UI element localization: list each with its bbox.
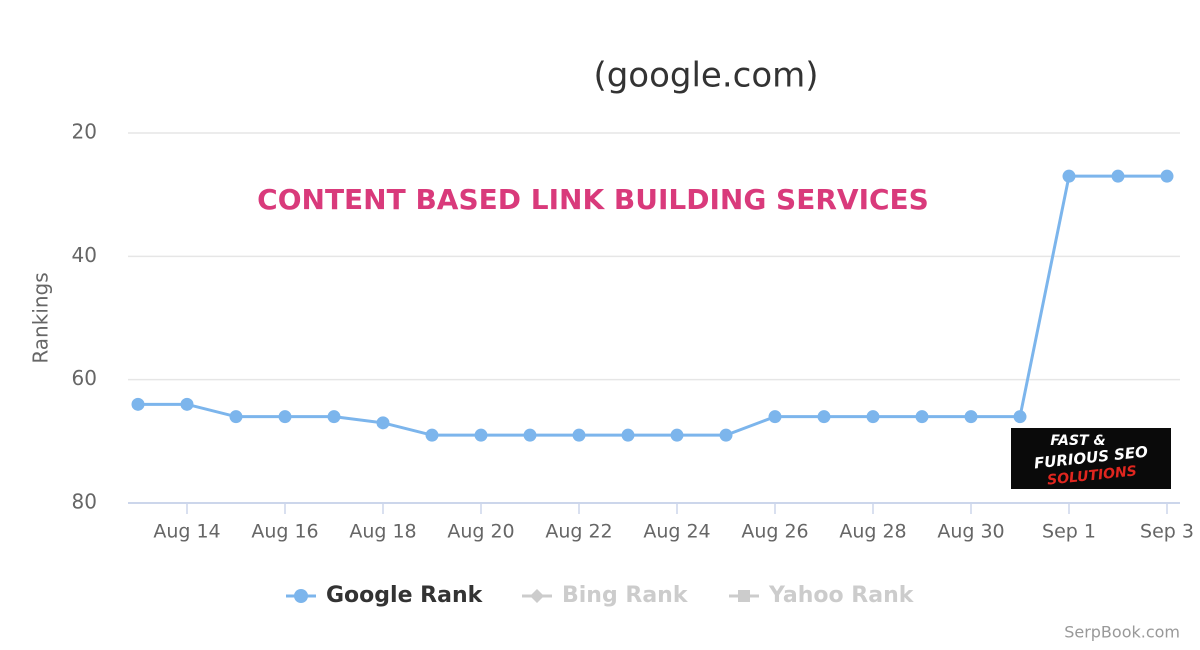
data-point bbox=[964, 410, 978, 424]
data-point bbox=[817, 410, 831, 424]
x-tick-label: Aug 22 bbox=[545, 521, 612, 543]
data-point bbox=[866, 410, 880, 424]
data-point bbox=[572, 428, 586, 442]
data-point bbox=[768, 410, 782, 424]
data-point bbox=[670, 428, 684, 442]
y-tick-label: 40 bbox=[72, 243, 97, 267]
series-line bbox=[138, 174, 1167, 437]
logo-text: FAST & bbox=[1050, 433, 1105, 449]
legend-label[interactable]: Bing Rank bbox=[562, 583, 689, 608]
y-axis-label: Rankings bbox=[29, 272, 53, 363]
data-point bbox=[1013, 410, 1027, 424]
legend-label[interactable]: Yahoo Rank bbox=[768, 583, 915, 608]
legend-label[interactable]: Google Rank bbox=[326, 583, 484, 608]
data-point bbox=[131, 397, 145, 411]
data-point bbox=[719, 428, 733, 442]
data-point bbox=[1160, 169, 1174, 183]
data-point bbox=[1062, 169, 1076, 183]
x-tick-label: Aug 18 bbox=[349, 521, 416, 543]
legend-marker bbox=[738, 590, 750, 602]
logo-bg bbox=[1011, 428, 1171, 489]
x-tick-label: Aug 24 bbox=[643, 521, 710, 543]
y-tick-label: 60 bbox=[72, 366, 97, 390]
annotation: CONTENT BASED LINK BUILDING SERVICES bbox=[257, 183, 929, 216]
x-tick-label: Sep 1 bbox=[1042, 521, 1096, 543]
data-point bbox=[1111, 169, 1125, 183]
x-tick-label: Aug 30 bbox=[937, 521, 1004, 543]
logo: FAST & FURIOUS SEO SOLUTIONS bbox=[1011, 428, 1171, 489]
data-point bbox=[915, 410, 929, 424]
credit: SerpBook.com bbox=[1064, 623, 1180, 642]
legend-marker bbox=[530, 589, 544, 603]
x-tick-label: Sep 3 bbox=[1140, 521, 1194, 543]
y-tick-label: 80 bbox=[72, 490, 97, 514]
chart-title: (google.com) bbox=[593, 56, 818, 96]
data-point bbox=[425, 428, 439, 442]
x-tick-label: Aug 26 bbox=[741, 521, 808, 543]
data-point bbox=[229, 410, 243, 424]
data-point bbox=[327, 410, 341, 424]
x-tick-label: Aug 28 bbox=[839, 521, 906, 543]
data-point bbox=[474, 428, 488, 442]
legend-marker bbox=[294, 589, 308, 603]
y-tick-label: 20 bbox=[72, 120, 97, 144]
data-point bbox=[621, 428, 635, 442]
x-tick-label: Aug 16 bbox=[251, 521, 318, 543]
data-point bbox=[180, 397, 194, 411]
x-tick-label: Aug 20 bbox=[447, 521, 514, 543]
x-tick-label: Aug 14 bbox=[153, 521, 220, 543]
data-point bbox=[376, 416, 390, 430]
data-point bbox=[278, 410, 292, 424]
data-point bbox=[523, 428, 537, 442]
